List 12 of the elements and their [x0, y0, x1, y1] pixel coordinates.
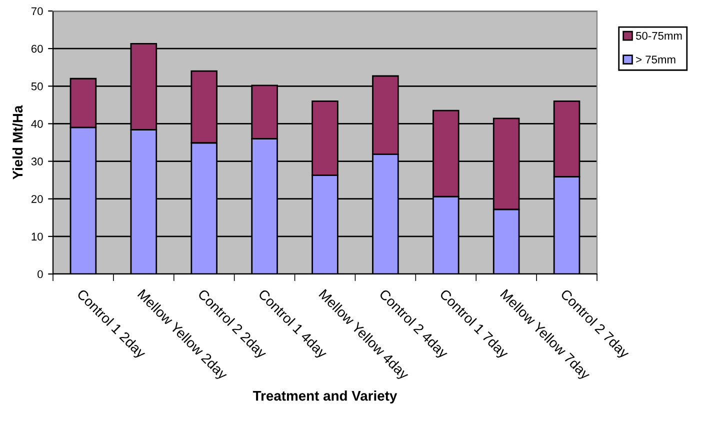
y-tick-label: 20	[31, 195, 43, 203]
y-tick-label: 30	[31, 158, 43, 166]
x-axis-title: Treatment and Variety	[252, 390, 398, 404]
y-tick-label: 50	[31, 82, 43, 90]
y-tick-label: 10	[32, 232, 43, 241]
y-tick-label: 70	[31, 7, 43, 16]
legend-label: > 75mm	[636, 56, 676, 64]
y-tick-label: 0	[38, 270, 43, 278]
y-axis-title: Yield Mt/Ha	[12, 105, 23, 180]
y-tick-label: 40	[31, 120, 43, 128]
y-tick-label: 60	[31, 44, 43, 53]
legend-label: 50-75mm	[636, 32, 682, 40]
